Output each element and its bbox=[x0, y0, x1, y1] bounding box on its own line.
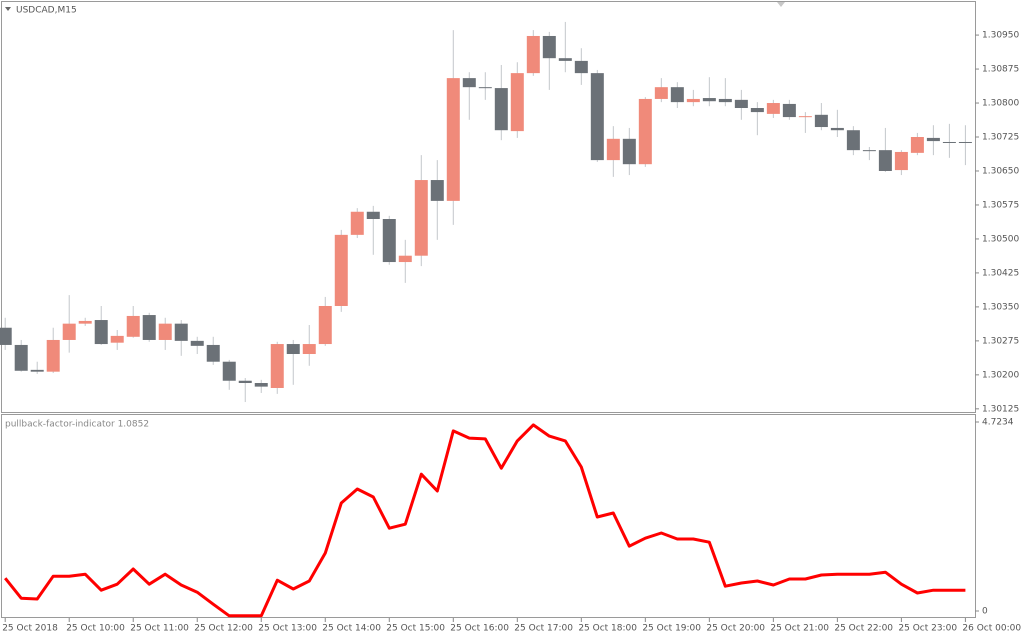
candle-body bbox=[126, 315, 140, 337]
candle-body bbox=[542, 35, 556, 59]
x-tick-label: 25 Oct 20:00 bbox=[706, 624, 765, 634]
candle-body bbox=[478, 87, 492, 89]
y-tick-label: 1.30125 bbox=[982, 404, 1019, 414]
y-tick-label: 1.30725 bbox=[982, 133, 1019, 143]
y-tick-label: 1.30275 bbox=[982, 336, 1019, 346]
candle-body bbox=[62, 323, 76, 340]
x-tick-label: 25 Oct 11:00 bbox=[130, 624, 189, 634]
x-tick-label: 25 Oct 16:00 bbox=[450, 624, 509, 634]
candle-body bbox=[734, 99, 748, 109]
candle-body bbox=[318, 305, 332, 345]
y-tick-label: 0 bbox=[982, 606, 988, 616]
x-tick-label: 25 Oct 23:00 bbox=[898, 624, 957, 634]
candle-body bbox=[334, 234, 348, 306]
x-tick-label: 25 Oct 19:00 bbox=[642, 624, 701, 634]
candle-body bbox=[350, 211, 364, 235]
candle-body bbox=[430, 180, 444, 201]
y-tick-label: 1.30350 bbox=[982, 302, 1019, 312]
candle-body bbox=[830, 127, 844, 131]
candle-body bbox=[798, 116, 812, 118]
candle-body bbox=[718, 98, 732, 103]
x-tick-label: 25 Oct 22:00 bbox=[834, 624, 893, 634]
y-tick-label: 1.30425 bbox=[982, 268, 1019, 278]
x-tick-label: 25 Oct 18:00 bbox=[578, 624, 637, 634]
candle-body bbox=[942, 141, 956, 143]
candle-body bbox=[750, 108, 764, 113]
candle-body bbox=[30, 369, 44, 372]
candle-body bbox=[158, 323, 172, 340]
x-tick-label: 25 Oct 2018 bbox=[2, 624, 58, 634]
candle-body bbox=[686, 98, 700, 103]
candle-body bbox=[894, 151, 908, 171]
candle-body bbox=[46, 339, 60, 372]
candle-body bbox=[862, 150, 876, 152]
x-tick-label: 25 Oct 21:00 bbox=[770, 624, 829, 634]
candle-body bbox=[638, 98, 652, 165]
y-tick-label: 1.30500 bbox=[982, 234, 1019, 244]
candle-body bbox=[702, 98, 716, 102]
menu-arrow bbox=[5, 7, 11, 11]
candle-body bbox=[958, 141, 972, 143]
candle-body bbox=[622, 138, 636, 165]
candle-body bbox=[558, 58, 572, 61]
candle-body bbox=[590, 73, 604, 161]
x-tick-label: 26 Oct 00:00 bbox=[962, 624, 1021, 634]
candle-body bbox=[670, 87, 684, 103]
x-tick-label: 25 Oct 15:00 bbox=[386, 624, 445, 634]
candle-body bbox=[14, 344, 28, 371]
candle-body bbox=[910, 137, 924, 153]
price-panel bbox=[1, 1, 976, 413]
candle-body bbox=[238, 380, 252, 384]
candle-body bbox=[142, 315, 156, 340]
candle-body bbox=[366, 211, 380, 220]
chart-title: USDCAD,M15 bbox=[16, 6, 77, 16]
y-tick-label: 1.30950 bbox=[982, 31, 1019, 41]
candle-body bbox=[398, 255, 412, 263]
candle-body bbox=[270, 344, 284, 388]
y-tick-label: 4.7234 bbox=[982, 418, 1014, 428]
indicator-panel bbox=[1, 414, 976, 618]
candle-body bbox=[302, 344, 316, 355]
x-tick-label: 25 Oct 13:00 bbox=[258, 624, 317, 634]
candle-body bbox=[814, 114, 828, 128]
indicator-title: pullback-factor-indicator 1.0852 bbox=[5, 420, 149, 430]
candle-body bbox=[606, 138, 620, 161]
candle-body bbox=[446, 78, 460, 201]
x-tick-label: 25 Oct 17:00 bbox=[514, 624, 573, 634]
candle-body bbox=[494, 88, 508, 131]
candle-body bbox=[206, 344, 220, 362]
candle-body bbox=[190, 340, 204, 346]
y-tick-label: 1.30800 bbox=[982, 99, 1019, 109]
indicator-line bbox=[4, 423, 966, 618]
candle-body bbox=[782, 103, 796, 118]
candle-body bbox=[846, 130, 860, 151]
candle-body bbox=[414, 180, 428, 256]
candle-body bbox=[222, 361, 236, 381]
candle-body bbox=[574, 60, 588, 74]
candle-body bbox=[110, 335, 124, 343]
x-tick-label: 25 Oct 14:00 bbox=[322, 624, 381, 634]
y-tick-label: 1.30575 bbox=[982, 200, 1019, 210]
x-tick-label: 25 Oct 10:00 bbox=[66, 624, 125, 634]
candle-body bbox=[926, 137, 940, 142]
candle-body bbox=[878, 150, 892, 171]
candle-body bbox=[254, 383, 268, 387]
candle-body bbox=[526, 35, 540, 74]
y-tick-label: 1.30200 bbox=[982, 370, 1019, 380]
candle-body bbox=[382, 219, 396, 263]
x-tick-label: 25 Oct 12:00 bbox=[194, 624, 253, 634]
shift-marker bbox=[777, 2, 785, 7]
candle-body bbox=[766, 103, 780, 114]
y-tick-label: 1.30875 bbox=[982, 65, 1019, 75]
y-tick-label: 1.30650 bbox=[982, 166, 1019, 176]
candle-body bbox=[174, 323, 188, 341]
candle-body bbox=[654, 87, 668, 99]
candle-body bbox=[510, 73, 524, 132]
candle-body bbox=[94, 320, 108, 345]
candle-body bbox=[286, 344, 300, 355]
candle-body bbox=[78, 320, 92, 324]
candle-body bbox=[0, 327, 12, 345]
candle-body bbox=[462, 78, 476, 88]
